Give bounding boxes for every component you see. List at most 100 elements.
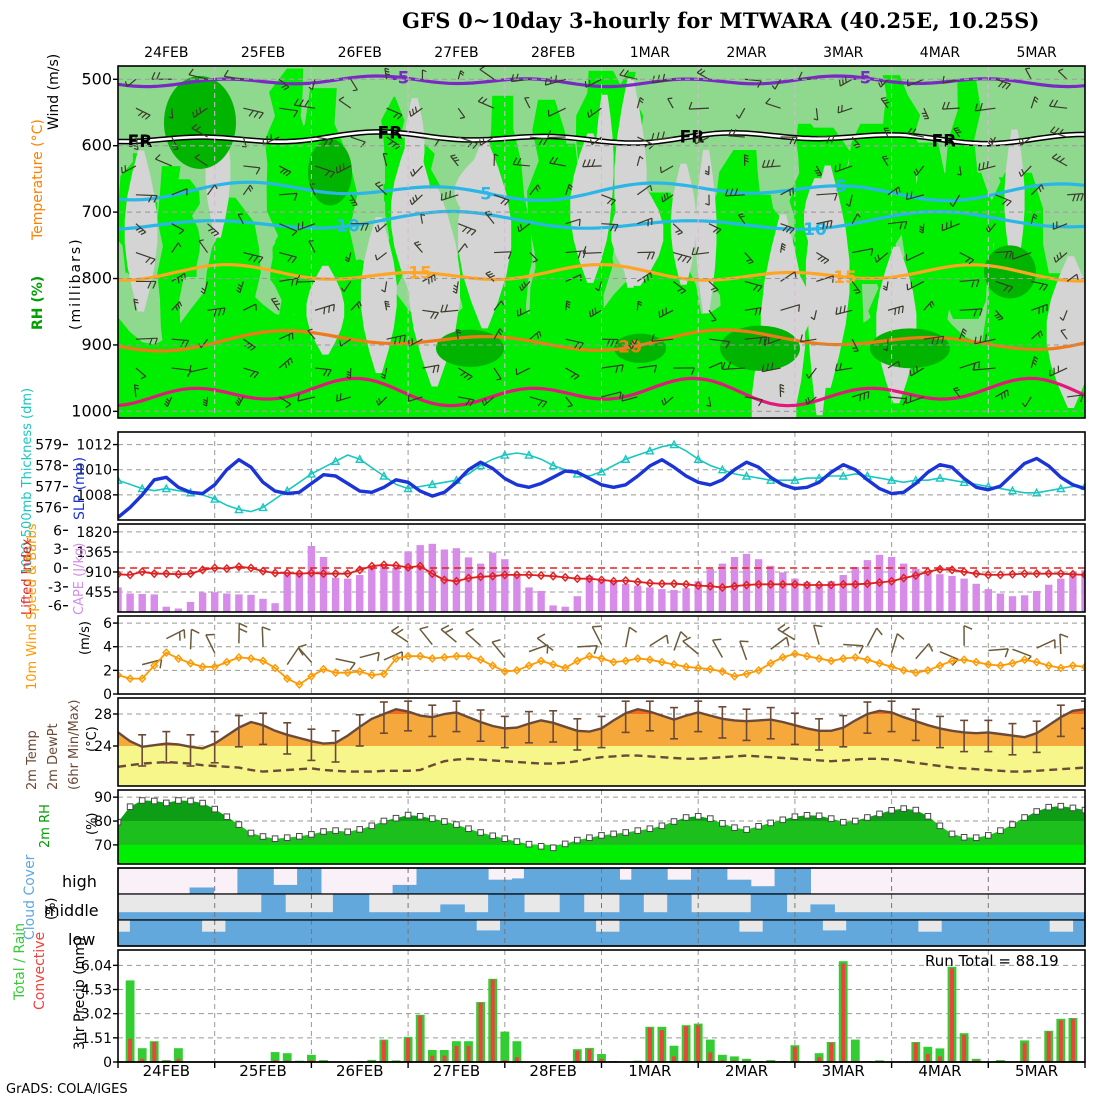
cape-bar [1032, 590, 1041, 612]
cloud-bar-low [464, 920, 477, 946]
cape-bar [452, 548, 461, 612]
cloud-bar-middle [356, 894, 370, 920]
cloud-bar-low [535, 920, 549, 946]
panel-upper-air [117, 65, 1086, 419]
date-label-1mar: 1MAR [629, 45, 670, 61]
cape-bar [803, 582, 811, 612]
precip-total-bar [500, 1031, 510, 1062]
precip-convective-bar [925, 1054, 930, 1062]
cloud-bar-middle [476, 912, 489, 920]
contour-10 [118, 209, 1085, 231]
cloud-bar-low [583, 920, 597, 946]
cape-bar [875, 554, 884, 612]
cloud-bar-low [655, 920, 668, 946]
cape-bar [996, 593, 1005, 612]
cloud-bar-middle [321, 912, 334, 920]
cloud-bar-middle [1037, 912, 1050, 920]
temp2m-line [118, 707, 1085, 750]
cloud-bar-middle [523, 912, 537, 920]
cape-bar [887, 557, 896, 612]
cloud-bar-high [703, 868, 716, 894]
ytick-li--6: -6 [48, 599, 62, 615]
precip-convective-bar [152, 1042, 157, 1062]
wind10m-line [118, 651, 1085, 686]
contour-label-15: 15 [833, 268, 857, 288]
date-label-24feb: 24FEB [142, 1062, 191, 1080]
cape-bar [585, 575, 594, 612]
date-label-3mar: 3MAR [821, 1062, 865, 1080]
cloud-bar-low [619, 920, 632, 946]
cloud-bar-middle [774, 894, 788, 920]
panel-cloud-cover [117, 867, 1086, 947]
panel-wind10m [117, 615, 1086, 695]
cloud-bar-middle [452, 904, 465, 920]
ytick-cape-1820: 1820 [76, 525, 112, 541]
cape-bar [948, 575, 956, 612]
cloud-bar-low [309, 920, 322, 946]
cloud-bar-high [500, 879, 513, 894]
contour-label-15: 15 [408, 264, 432, 284]
cloud-row-label-low: low [68, 930, 96, 949]
precip-convective-bar [1058, 1020, 1063, 1062]
date-label-25feb: 25FEB [240, 45, 286, 61]
cloud-bar-middle [344, 894, 358, 920]
cloud-bar-low [810, 920, 823, 946]
cloud-bar-middle [118, 912, 131, 920]
axis-label-2m-rh-unit: (%) [85, 812, 100, 836]
precip-convective-bar [454, 1046, 459, 1062]
cloud-bar-low [416, 920, 429, 946]
precip-total-bar [1068, 1018, 1078, 1062]
cape-bar [972, 583, 980, 612]
precip-total-bar [427, 1050, 437, 1062]
cape-bar [174, 608, 183, 612]
precip-convective-bar [587, 1049, 592, 1062]
date-label-26feb: 26FEB [336, 1062, 384, 1080]
cape-bar [706, 568, 714, 612]
cape-bar [646, 587, 654, 612]
cloud-bar-low [762, 920, 776, 946]
cape-bar [730, 557, 739, 612]
cloud-bar-high [464, 868, 477, 894]
contour-15 [118, 263, 1085, 283]
panel-rh2m [117, 789, 1086, 865]
axis-label-2m-rh: 2m RH [38, 804, 53, 848]
precip-convective-bar [913, 1042, 918, 1062]
temp2m-plot [118, 700, 1085, 786]
cloud-bar-high [726, 879, 740, 894]
cape-bar [464, 557, 473, 612]
date-label-26feb: 26FEB [337, 45, 382, 61]
cloud-bar-low [822, 930, 835, 946]
cloud-bar-middle [416, 912, 429, 920]
cloud-bar-low [285, 920, 298, 946]
date-label-27feb: 27FEB [434, 45, 479, 61]
cloud-bar-low [846, 920, 859, 946]
cape-bar [960, 578, 968, 612]
precip-total-bar [488, 978, 498, 1062]
precip-total-bar [282, 1053, 292, 1062]
cloud-bar-middle [679, 894, 692, 920]
cloud-bar-high [750, 886, 764, 894]
cloud-bar-high [440, 868, 453, 894]
cape-bar [513, 573, 521, 612]
cloud-bar-middle [917, 912, 931, 920]
cloud-bar-middle [177, 912, 191, 920]
ytick-li--3: -3 [48, 580, 62, 596]
ytick-cape-455: 455 [85, 585, 112, 601]
precip-total-bar [705, 1039, 715, 1062]
cloud-bar-middle [368, 912, 382, 920]
cape-bar [1069, 572, 1077, 612]
cape-bar [235, 594, 243, 612]
precip-total-bar [439, 1050, 449, 1062]
cape-bar [1020, 595, 1029, 612]
cloud-bar-low [894, 920, 907, 946]
cape-bar [779, 572, 787, 612]
cape-bar [247, 594, 255, 612]
cloud-bar-low [1073, 920, 1086, 946]
cloud-bar-low [500, 920, 513, 946]
contour-label-5: 5 [835, 177, 847, 197]
cloud-bar-middle [882, 912, 895, 920]
cloud-bar-middle [703, 912, 716, 920]
cloud-bar-middle [607, 912, 620, 920]
cloud-bar-low [941, 920, 955, 946]
contour-label-10: 10 [336, 217, 360, 237]
